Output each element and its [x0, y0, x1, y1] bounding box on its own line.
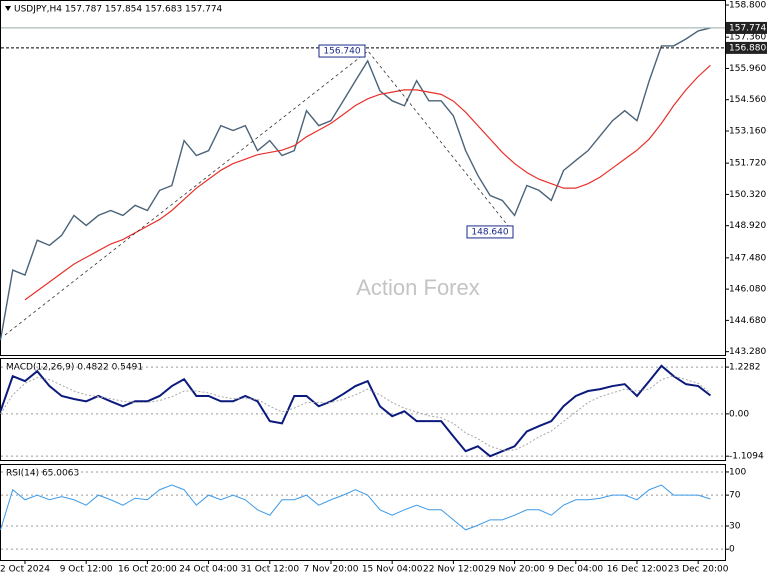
x-tick-label: 16 Oct 20:00 [118, 565, 177, 575]
series-line [0, 484, 711, 531]
y-tick-label: 0 [729, 545, 735, 555]
price-label-box [726, 41, 767, 54]
x-tick-label: 24 Oct 04:00 [179, 565, 238, 575]
y-tick-label: 150.320 [729, 190, 766, 200]
price-label: 156.880 [729, 43, 766, 53]
rsi-panel [0, 464, 726, 561]
y-tick-label: 158.800 [729, 1, 766, 11]
symbol-icon [5, 6, 11, 11]
y-tick-label: 151.720 [729, 159, 766, 169]
x-tick-label: 9 Oct 12:00 [60, 565, 113, 575]
series-line [0, 27, 711, 341]
series-line [0, 375, 711, 451]
y-tick-label: 153.160 [729, 126, 766, 136]
y-tick-label: 148.920 [729, 221, 766, 231]
x-tick-label: 7 Nov 20:00 [304, 565, 359, 575]
x-tick-label: 2 Oct 2024 [0, 565, 50, 575]
x-tick-label: 15 Nov 04:00 [362, 565, 423, 575]
price-label: 157.774 [729, 23, 766, 33]
y-tick-label: 1.2282 [729, 363, 761, 373]
annotation-label: 156.740 [323, 47, 360, 57]
y-tick-label: 70 [729, 491, 741, 501]
x-tick-label: 23 Dec 20:00 [668, 565, 729, 575]
macd-title: MACD(12,26,9) 0.4822 0.5491 [6, 363, 143, 373]
annotation-box [318, 44, 366, 58]
y-tick-label: 154.560 [729, 95, 766, 105]
y-tick-label: 155.960 [729, 64, 766, 74]
annotation-box [466, 225, 514, 239]
y-tick-label: 146.080 [729, 285, 766, 295]
x-tick-label: 22 Nov 12:00 [423, 565, 484, 575]
annotation-label: 148.640 [471, 227, 508, 237]
rsi-title: RSI(14) 65.0063 [6, 469, 79, 479]
x-tick-label: 29 Nov 20:00 [484, 565, 545, 575]
series-line [24, 64, 711, 301]
x-tick-label: 16 Dec 12:00 [607, 565, 668, 575]
y-tick-label: 144.680 [729, 316, 766, 326]
price-label-box [726, 21, 767, 34]
series-line [0, 364, 712, 458]
watermark: Action Forex [356, 275, 480, 300]
price-panel [0, 0, 726, 356]
y-tick-label: 0.00 [729, 409, 749, 419]
y-tick-label: 143.280 [729, 347, 766, 357]
x-tick-label: 9 Dec 04:00 [548, 565, 603, 575]
y-tick-label: 147.480 [729, 253, 766, 263]
chart-title: USDJPY,H4 157.787 157.854 157.683 157.77… [14, 5, 223, 15]
x-tick-label: 31 Oct 12:00 [240, 565, 299, 575]
y-tick-label: -1.1094 [729, 452, 764, 462]
y-tick-label: 30 [729, 522, 741, 532]
y-tick-label: 100 [729, 467, 746, 477]
y-tick-label: 157.360 [729, 33, 766, 43]
